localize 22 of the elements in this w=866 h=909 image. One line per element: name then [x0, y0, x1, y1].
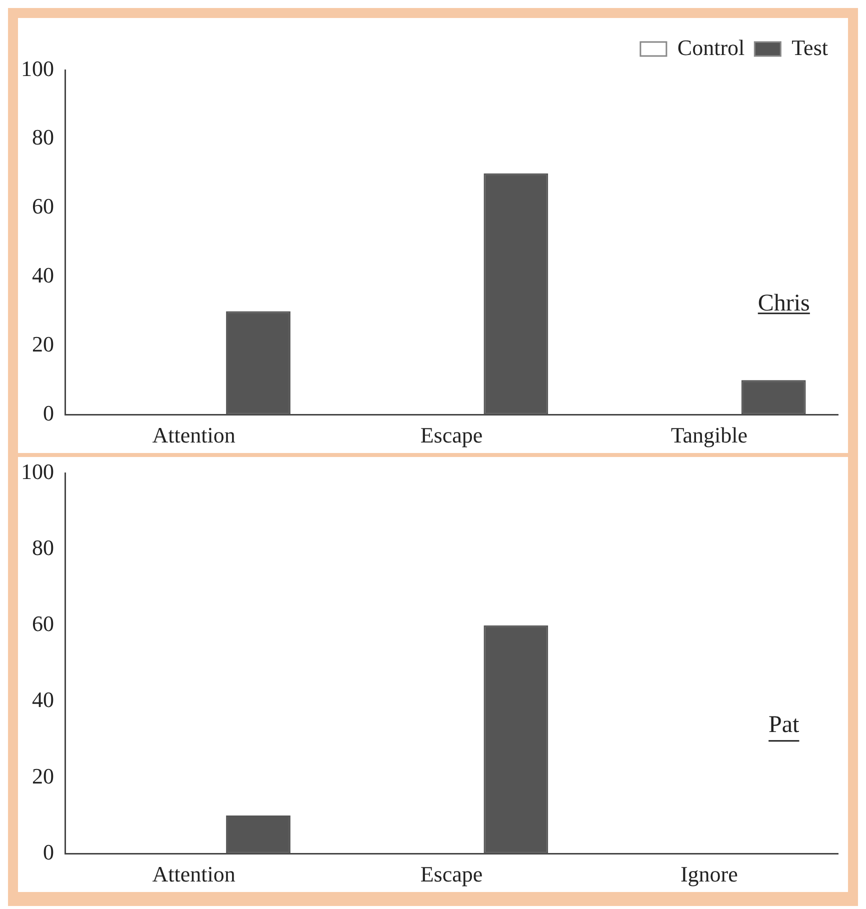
- y-tick-label: 0: [43, 839, 54, 864]
- y-tick-label: 40: [32, 262, 54, 288]
- y-tick-label: 60: [32, 611, 54, 636]
- legend-label: Test: [792, 34, 828, 60]
- x-tick-label: Escape: [420, 422, 483, 448]
- y-tick-label: 80: [32, 124, 54, 150]
- x-tick-label: Ignore: [680, 862, 738, 887]
- x-tick-label: Tangible: [670, 422, 748, 448]
- annotation: Chris: [758, 290, 810, 317]
- x-tick-label: Attention: [152, 422, 236, 448]
- y-tick-label: 0: [43, 400, 54, 426]
- legend-label: Control: [677, 34, 745, 60]
- x-tick-label: Escape: [420, 862, 483, 887]
- y-tick-label: 80: [32, 535, 54, 560]
- y-tick-label: 40: [32, 687, 54, 712]
- y-tick-label: 100: [21, 56, 54, 81]
- y-tick-label: 20: [32, 763, 54, 788]
- y-tick-label: 60: [32, 194, 54, 219]
- annotation: Pat: [768, 712, 800, 738]
- x-tick-label: Attention: [152, 862, 236, 887]
- y-tick-label: 20: [32, 331, 54, 356]
- y-tick-label: 100: [21, 458, 54, 484]
